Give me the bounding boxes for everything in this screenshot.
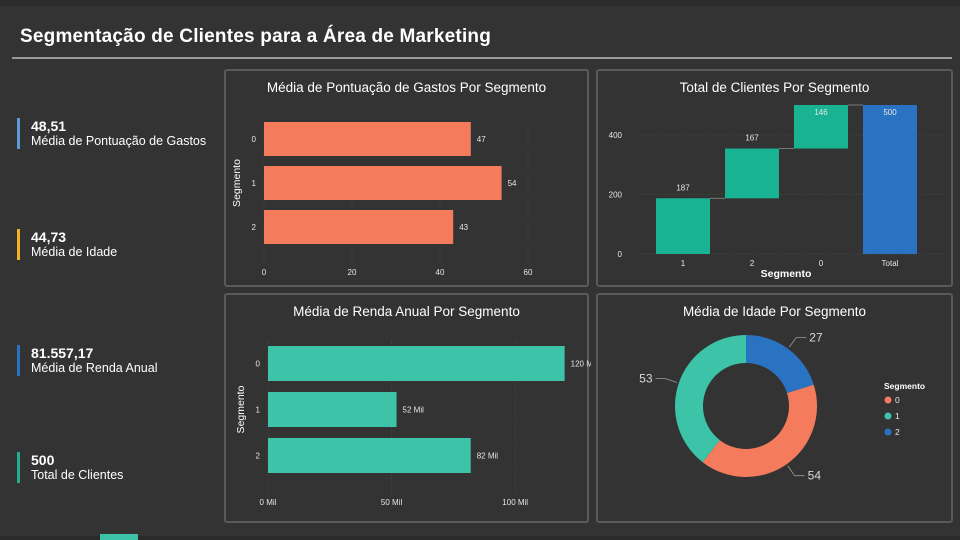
x-tick-label: 1	[681, 259, 686, 268]
bar	[268, 438, 471, 473]
donut-slice	[746, 335, 814, 394]
data-label: 53	[639, 372, 653, 386]
legend-marker	[884, 428, 892, 436]
title-divider	[12, 57, 952, 59]
data-label: 54	[508, 179, 517, 188]
y-tick-label: 400	[609, 131, 623, 140]
legend-label: 2	[895, 427, 900, 437]
y-tick-label: 2	[252, 223, 257, 232]
y-tick-label: 200	[609, 190, 623, 199]
data-label: 82 Mil	[477, 452, 499, 461]
kpi-label: Média de Pontuação de Gastos	[31, 134, 207, 148]
page-tab-strip	[0, 536, 960, 540]
leader-line	[787, 465, 805, 477]
leader-line	[655, 378, 678, 383]
kpi-value: 48,51	[31, 118, 67, 134]
kpi-card-total-clients: 500 Total de Clientes	[17, 452, 123, 483]
bar	[268, 392, 397, 427]
kpi-value: 44,73	[31, 229, 67, 245]
y-tick-label: 0	[256, 360, 261, 369]
kpi-label: Média de Renda Anual	[31, 361, 158, 375]
data-label: 54	[808, 469, 822, 483]
data-label: 52 Mil	[403, 406, 425, 415]
x-tick-label: 50 Mil	[381, 498, 403, 507]
kpi-label: Total de Clientes	[31, 468, 124, 482]
x-axis-title: Segmento	[761, 268, 812, 280]
legend-marker	[884, 412, 892, 420]
y-tick-label: 1	[256, 406, 261, 415]
data-label: 146	[814, 108, 828, 117]
chart-panel-total-clients[interactable]: Total de Clientes Por Segmento 0 200 400 18…	[596, 69, 953, 287]
bar	[264, 122, 471, 156]
total-clients-waterfall-chart[interactable]: 0 200 400 187 1 167 2 146 0 500 Total Segmento	[598, 71, 955, 289]
chart-panel-spending-score[interactable]: Média de Pontuação de Gastos Por Segment…	[224, 69, 589, 287]
bar	[264, 210, 454, 244]
leader-line	[788, 337, 807, 348]
age-donut-chart[interactable]: 54 53 27 Segmento 0 1 2	[598, 295, 955, 525]
bar	[264, 166, 502, 200]
y-tick-label: 1	[252, 179, 257, 188]
donut-slice	[702, 384, 817, 477]
top-bar	[0, 0, 960, 6]
x-tick-label: Total	[882, 259, 899, 268]
waterfall-bar	[794, 105, 848, 149]
x-tick-label: 40	[436, 268, 445, 277]
y-tick-label: 0	[618, 250, 623, 259]
x-tick-label: 100 Mil	[502, 498, 528, 507]
data-label: 43	[459, 223, 468, 232]
kpi-label: Média de Idade	[31, 245, 118, 259]
x-tick-label: 20	[348, 268, 357, 277]
data-label: 187	[676, 183, 690, 192]
data-label: 47	[477, 135, 486, 144]
y-tick-label: 2	[256, 452, 261, 461]
bar	[268, 346, 565, 381]
kpi-value: 81.557,17	[31, 345, 94, 361]
data-label: 27	[809, 330, 823, 344]
annual-income-bar-chart[interactable]: 0 Mil 50 Mil 100 Mil 0 120 Mil 1 52 Mil 2 82 Mil…	[226, 295, 591, 525]
kpi-card-annual-income: 81.557,17 Média de Renda Anual	[17, 345, 157, 376]
page-title: Segmentação de Clientes para a Área de M…	[20, 26, 492, 47]
data-label: 120 Mil	[571, 360, 591, 369]
chart-title: Média de Pontuação de Gastos Por Segment…	[266, 80, 547, 95]
chart-title: Média de Idade Por Segmento	[682, 304, 867, 319]
legend-label: 1	[895, 411, 900, 421]
x-tick-label: 0	[819, 259, 824, 268]
chart-panel-annual-income[interactable]: Média de Renda Anual Por Segmento 0 Mil 5…	[224, 293, 591, 525]
x-tick-label: 2	[750, 259, 755, 268]
y-tick-label: 0	[252, 135, 257, 144]
data-label: 500	[883, 108, 897, 117]
waterfall-bar	[656, 198, 710, 254]
y-axis-title: Segmento	[231, 159, 243, 207]
x-tick-label: 0 Mil	[260, 498, 277, 507]
x-tick-label: 0	[262, 268, 267, 277]
spending-score-bar-chart[interactable]: 0 20 40 60 0 47 1 54 2 43 Segmento	[226, 71, 591, 289]
waterfall-bar	[725, 148, 779, 199]
legend-label: 0	[895, 395, 900, 405]
y-axis-title: Segmento	[235, 385, 247, 433]
kpi-value: 500	[31, 452, 55, 468]
page-tab-active[interactable]	[100, 534, 138, 540]
x-tick-label: 60	[524, 268, 533, 277]
donut-slice	[675, 335, 746, 463]
chart-title: Média de Renda Anual Por Segmento	[293, 304, 520, 319]
chart-title: Total de Clientes Por Segmento	[679, 80, 870, 95]
legend-marker	[884, 396, 892, 404]
data-label: 167	[745, 134, 759, 143]
chart-panel-age[interactable]: Média de Idade Por Segmento 54 53 27 Segmen…	[596, 293, 953, 523]
legend-title: Segmento	[884, 381, 925, 391]
kpi-card-spending-score: 48,51 Média de Pontuação de Gastos	[17, 118, 206, 149]
waterfall-bar	[863, 105, 917, 254]
kpi-card-age: 44,73 Média de Idade	[17, 229, 117, 260]
